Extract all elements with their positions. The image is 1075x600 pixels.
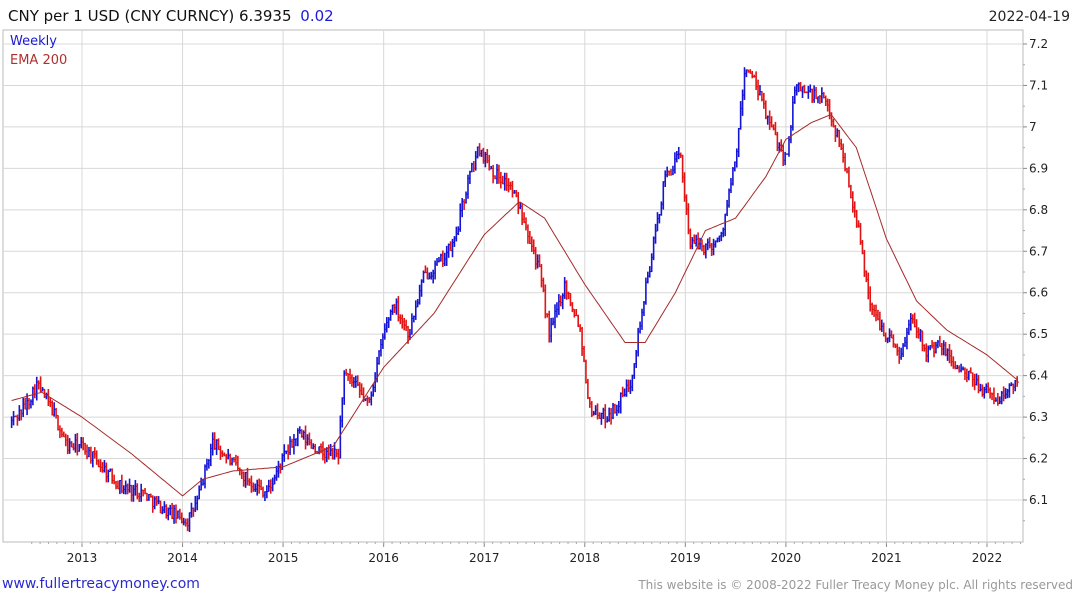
- y-tick-label: 7.1: [1029, 78, 1048, 92]
- site-link[interactable]: www.fullertreacymoney.com: [2, 576, 200, 592]
- y-tick-label: 6.5: [1029, 327, 1048, 341]
- x-tick-label: 2017: [469, 551, 500, 565]
- ema-200-line: [11, 114, 1018, 497]
- y-tick-label: 6.2: [1029, 452, 1048, 466]
- x-tick-label: 2022: [972, 551, 1003, 565]
- plot-area: [2, 29, 1024, 543]
- y-tick-label: 6.4: [1029, 369, 1048, 383]
- x-tick-label: 2021: [871, 551, 902, 565]
- gridlines: [3, 30, 1023, 542]
- y-tick-label: 6.3: [1029, 410, 1048, 424]
- as-of-date: 2022-04-19: [989, 9, 1070, 25]
- weekly-price-bars: [10, 67, 1019, 533]
- price-change: 0.02: [300, 7, 333, 25]
- svg-text:CNY per 1 USD (CNY CURNCY) 6.3: CNY per 1 USD (CNY CURNCY) 6.3935 0.02: [8, 7, 334, 25]
- y-tick-label: 7.2: [1029, 37, 1048, 51]
- x-tick-label: 2018: [570, 551, 601, 565]
- x-tick-label: 2016: [368, 551, 399, 565]
- y-tick-label: 6.6: [1029, 286, 1048, 300]
- x-tick-label: 2014: [167, 551, 198, 565]
- chart-title: CNY per 1 USD (CNY CURNCY) 6.3935: [8, 7, 292, 25]
- x-tick-label: 2015: [268, 551, 299, 565]
- y-tick-label: 6.8: [1029, 203, 1048, 217]
- y-axis-ticks: 6.1 6.2 6.3 6.4 6.5 6.6 6.7 6.8 6.9 7 7.1 7.2: [1023, 37, 1048, 522]
- x-tick-label: 2020: [771, 551, 802, 565]
- copyright-notice: This website is © 2008-2022 Fuller Treac…: [638, 578, 1073, 592]
- y-tick-label: 6.1: [1029, 493, 1048, 507]
- legend-ema-200: EMA 200: [10, 53, 67, 68]
- x-tick-label: 2013: [67, 551, 98, 565]
- y-tick-label: 6.9: [1029, 161, 1048, 175]
- x-tick-label: 2019: [670, 551, 701, 565]
- x-axis-ticks: 2013 2014 2015 2016 2017 2018 2019 2020 2021 2022: [31, 542, 1022, 565]
- legend-weekly: Weekly: [10, 34, 57, 49]
- y-tick-label: 7: [1029, 120, 1037, 134]
- y-tick-label: 6.7: [1029, 244, 1048, 258]
